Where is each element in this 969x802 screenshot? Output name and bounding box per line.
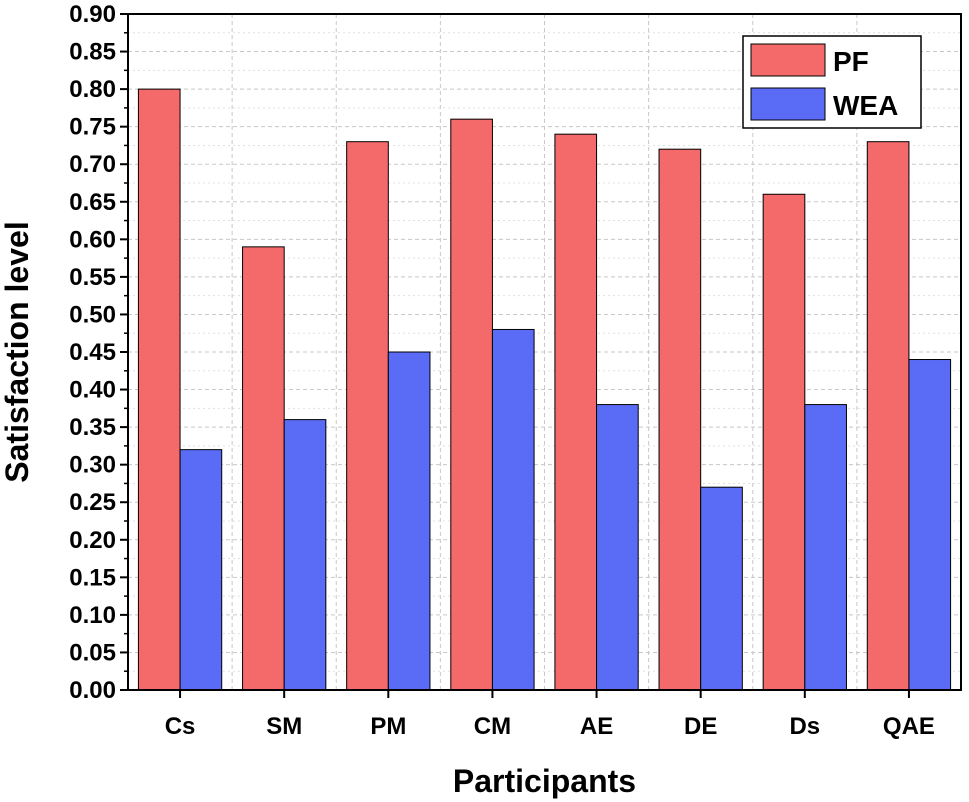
legend-swatch-wea: [750, 87, 826, 121]
y-axis-ticks: 0.00 0.05 0.10 0.15 0.20 0.25 0.30 0.35 0.40 0.45…: [69, 1, 128, 704]
legend-label-wea: WEA: [833, 90, 898, 121]
bar-pf-ds: [762, 193, 806, 691]
y-tick-label: 0.30: [69, 452, 116, 479]
bar-pf-de: [658, 148, 702, 691]
bar-wea-cm: [491, 328, 535, 691]
x-axis-title: Participants: [453, 763, 636, 799]
bar-wea-de: [700, 486, 743, 691]
y-tick-label: 0.70: [69, 151, 116, 178]
legend-label-pf: PF: [833, 46, 869, 77]
x-tick-label: DE: [684, 713, 717, 740]
bar-wea-qae: [908, 359, 952, 691]
x-tick-label: PM: [370, 713, 406, 740]
y-tick-label: 0.50: [69, 301, 116, 328]
x-tick-label: SM: [266, 713, 302, 740]
x-tick-label: Cs: [165, 713, 196, 740]
bar-wea-sm: [283, 419, 327, 691]
bar-pf-cs: [137, 88, 181, 691]
y-tick-label: 0.05: [69, 639, 116, 666]
legend: PF WEA: [742, 35, 922, 129]
y-tick-label: 0.90: [69, 1, 116, 28]
bars: [137, 88, 952, 691]
y-tick-label: 0.45: [69, 339, 116, 366]
grid-lines: [127, 13, 962, 691]
x-tick-label: CM: [474, 713, 511, 740]
bar-wea-ae: [596, 404, 639, 691]
bar-pf-ae: [554, 133, 598, 691]
y-tick-label: 0.25: [69, 489, 116, 516]
bar-pf-qae: [866, 141, 910, 691]
bar-wea-ds: [804, 404, 847, 691]
y-tick-label: 0.15: [69, 564, 116, 591]
legend-swatch-pf: [750, 43, 826, 77]
y-tick-label: 0.10: [69, 602, 116, 629]
y-tick-label: 0.65: [69, 189, 116, 216]
y-tick-label: 0.80: [69, 76, 116, 103]
y-tick-label: 0.20: [69, 527, 116, 554]
bar-pf-sm: [242, 246, 285, 691]
bar-wea-pm: [387, 351, 431, 691]
y-tick-label: 0.75: [69, 114, 116, 141]
x-tick-label: QAE: [883, 713, 935, 740]
bar-pf-pm: [346, 141, 389, 691]
y-tick-label: 0.55: [69, 264, 116, 291]
y-tick-label: 0.00: [69, 677, 116, 704]
y-axis-title: Satisfaction level: [0, 221, 35, 482]
x-tick-label: Ds: [789, 713, 820, 740]
y-tick-label: 0.85: [69, 39, 116, 66]
x-tick-label: AE: [580, 713, 613, 740]
y-tick-label: 0.35: [69, 414, 116, 441]
bar-pf-cm: [450, 118, 493, 691]
y-tick-label: 0.60: [69, 226, 116, 253]
y-tick-label: 0.40: [69, 377, 116, 404]
x-axis-ticks: Cs SM PM CM AE DE Ds QAE: [165, 690, 935, 740]
bar-wea-cs: [179, 449, 223, 691]
